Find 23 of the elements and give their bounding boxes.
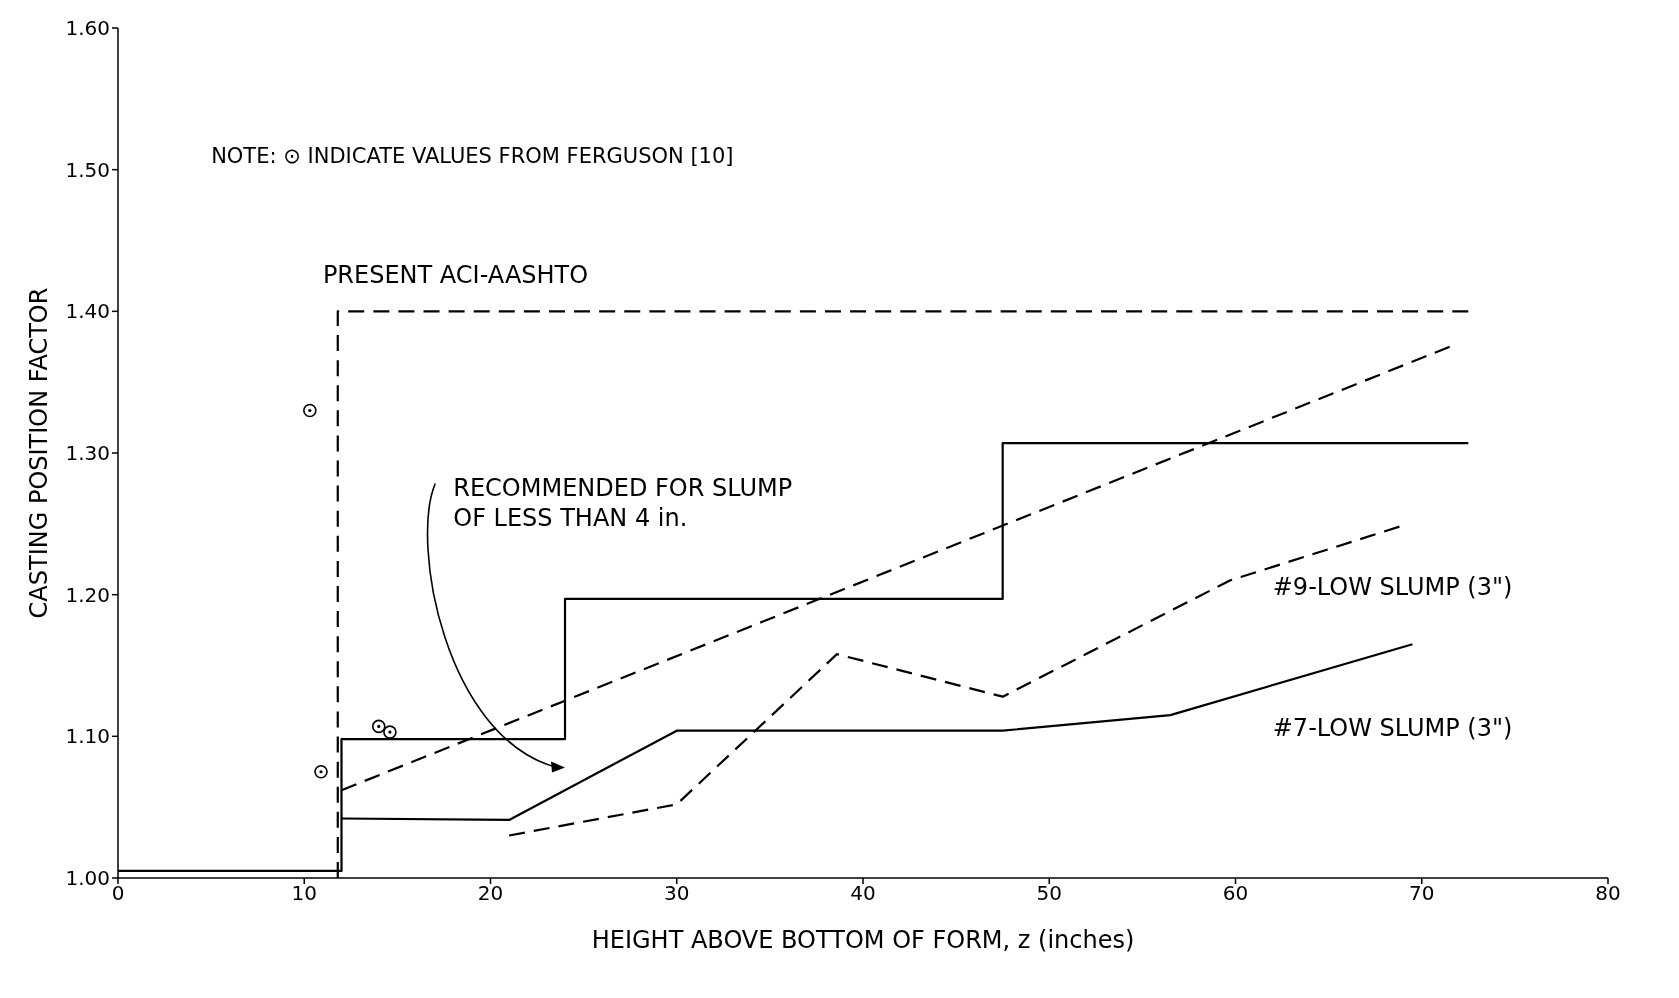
series-label: #9-LOW SLUMP (3") bbox=[1272, 572, 1513, 601]
x-tick-label: 30 bbox=[664, 881, 690, 906]
x-axis-title: HEIGHT ABOVE BOTTOM OF FORM, z (inches) bbox=[591, 926, 1135, 954]
x-tick-label: 0 bbox=[111, 881, 125, 906]
x-tick-label: 80 bbox=[1595, 881, 1621, 906]
y-tick-label: 1.30 bbox=[65, 441, 110, 466]
series-label: #7-LOW SLUMP (3") bbox=[1272, 714, 1513, 743]
annotation: NOTE: ⊙ INDICATE VALUES FROM FERGUSON [10] bbox=[211, 143, 734, 168]
x-tick-label: 20 bbox=[477, 881, 504, 906]
x-tick-label: 50 bbox=[1036, 881, 1062, 906]
y-tick-label: 1.10 bbox=[65, 724, 110, 749]
x-tick-label: 10 bbox=[291, 881, 317, 906]
x-tick-label: 60 bbox=[1222, 881, 1249, 906]
series-label: PRESENT ACI-AASHTO bbox=[322, 261, 589, 290]
x-tick-label: 40 bbox=[850, 881, 876, 906]
text: RECOMMENDED FOR SLUMP OF LESS THAN 4 in. bbox=[453, 473, 793, 532]
y-tick-label: 1.40 bbox=[65, 299, 110, 324]
x-tick-label: 70 bbox=[1409, 881, 1435, 906]
y-axis-title: CASTING POSITION FACTOR bbox=[24, 287, 53, 619]
y-tick-label: 1.00 bbox=[65, 866, 110, 891]
y-tick-label: 1.60 bbox=[65, 16, 110, 41]
y-tick-label: 1.20 bbox=[65, 582, 110, 607]
y-tick-label: 1.50 bbox=[65, 157, 110, 182]
